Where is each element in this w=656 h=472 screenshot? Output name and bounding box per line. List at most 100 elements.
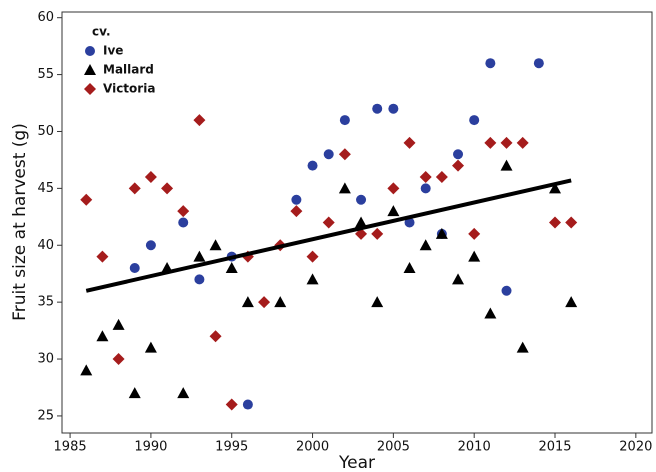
point (388, 103, 399, 114)
point (80, 193, 93, 206)
point (468, 227, 481, 240)
point (145, 240, 156, 251)
point (209, 330, 222, 343)
point (549, 182, 562, 194)
point (372, 103, 383, 114)
legend-marker (84, 64, 96, 75)
point (128, 387, 141, 399)
legend-marker (84, 83, 96, 95)
point (290, 205, 303, 218)
point (112, 318, 125, 330)
point (225, 262, 238, 274)
point (242, 399, 253, 410)
y-axis-title: Fruit size at harvest (g) (10, 123, 30, 321)
point (209, 239, 222, 251)
point (419, 170, 432, 183)
point (371, 296, 384, 308)
point (516, 341, 529, 353)
point (452, 159, 465, 172)
point (371, 227, 384, 240)
y-tick-label: 60 (37, 10, 54, 25)
point (96, 330, 109, 342)
point (225, 398, 238, 411)
point (435, 170, 448, 183)
point (501, 285, 512, 296)
point (322, 216, 335, 229)
point (291, 194, 302, 205)
point (565, 296, 578, 308)
point (323, 149, 334, 160)
point (129, 263, 140, 274)
x-tick-label: 1990 (134, 440, 167, 455)
point (161, 182, 174, 195)
point (144, 170, 157, 183)
x-tick-label: 1995 (215, 440, 248, 455)
legend-title: cv. (92, 25, 111, 39)
point (112, 353, 125, 366)
point (306, 273, 319, 285)
point (453, 149, 464, 160)
point (549, 216, 562, 229)
point (307, 160, 318, 171)
y-tick-label: 25 (37, 408, 54, 423)
y-tick-label: 30 (37, 352, 54, 367)
plot-frame (61, 11, 653, 434)
x-tick-label: 2005 (377, 440, 410, 455)
trend-line (85, 178, 572, 293)
point (485, 58, 496, 69)
point (484, 307, 497, 319)
point (468, 250, 481, 262)
point (274, 296, 287, 308)
point (355, 216, 368, 228)
point (338, 148, 351, 161)
point (193, 250, 206, 262)
y-tick-label: 50 (37, 124, 54, 139)
legend: cv. Ive Mallard Victoria (84, 25, 155, 96)
y-tick-label: 55 (37, 67, 54, 82)
point (484, 136, 497, 149)
point (178, 217, 189, 228)
point (452, 273, 465, 285)
point (565, 216, 578, 229)
point (419, 239, 432, 251)
point (533, 58, 544, 69)
point (338, 182, 351, 194)
point (469, 115, 480, 126)
point (404, 217, 415, 228)
x-axis-title: Year (338, 453, 375, 472)
legend-marker (85, 46, 95, 56)
point (387, 182, 400, 195)
point (356, 194, 367, 205)
point (387, 205, 400, 217)
point (403, 136, 416, 149)
legend-label: Victoria (103, 82, 155, 96)
y-tick-label: 35 (37, 295, 54, 310)
point (516, 136, 529, 149)
legend-label: Ive (103, 44, 123, 58)
point (420, 183, 431, 194)
legend-label: Mallard (103, 63, 154, 77)
point (339, 115, 350, 126)
point (241, 296, 254, 308)
x-tick-label: 2020 (619, 440, 652, 455)
point (144, 341, 157, 353)
x-tick-label: 2015 (538, 440, 571, 455)
x-tick-label: 2000 (296, 440, 329, 455)
point (403, 262, 416, 274)
point (177, 205, 190, 218)
point (193, 114, 206, 127)
point (500, 136, 513, 149)
point (80, 364, 93, 376)
x-tick-label: 2010 (458, 440, 491, 455)
point (177, 387, 190, 399)
point (306, 250, 319, 263)
point (435, 227, 448, 239)
point (500, 159, 513, 171)
point (258, 296, 271, 309)
y-tick-label: 45 (37, 181, 54, 196)
point (128, 182, 141, 195)
point (194, 274, 205, 285)
point (96, 250, 109, 263)
